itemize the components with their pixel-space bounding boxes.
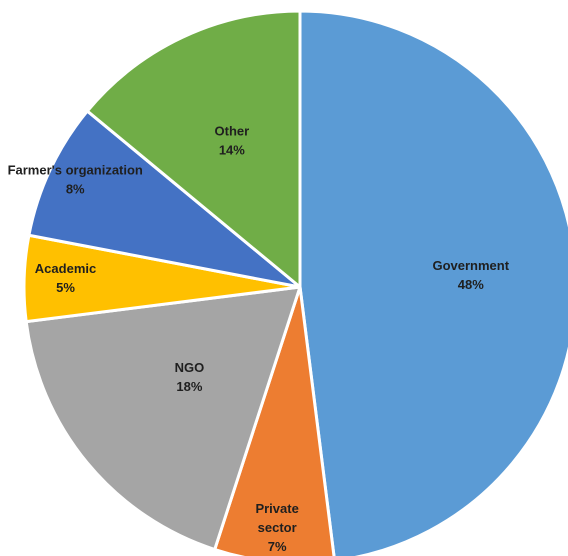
pie-label-percent: 8% — [66, 182, 85, 197]
pie-label-percent: 18% — [176, 379, 202, 394]
pie-label-government: Government 48% — [432, 258, 509, 292]
pie-label-name: Other — [215, 124, 250, 139]
pie-slice-government — [298, 9, 568, 556]
pie-label-name: Private — [255, 501, 298, 516]
pie-slice-farmer-s-organization — [27, 109, 302, 289]
pie-slice-other — [85, 9, 302, 289]
pie-label-percent: 7% — [268, 539, 287, 554]
pie-label-farmer-s-organization: Farmer's organization 8% — [8, 163, 143, 197]
pie-label-percent: 5% — [56, 281, 75, 296]
pie-slice-ngo — [24, 285, 302, 551]
pie-slices — [22, 9, 568, 556]
pie-label-name: Academic — [35, 262, 96, 277]
pie-label-percent: 48% — [458, 277, 484, 292]
pie-label-other: Other 14% — [215, 124, 250, 158]
pie-labels: Government 48% Private sector 7% NGO 18% Academ… — [8, 124, 510, 554]
pie-label-name: sector — [258, 520, 297, 535]
pie-label-private-sector: Private sector 7% — [255, 501, 298, 554]
pie-label-name: NGO — [175, 360, 205, 375]
pie-label-name: Farmer's organization — [8, 163, 143, 178]
pie-label-name: Government — [432, 258, 509, 273]
pie-label-ngo: NGO 18% — [175, 360, 205, 394]
pie-label-percent: 14% — [219, 143, 245, 158]
pie-slice-private-sector — [213, 285, 336, 556]
pie-label-academic: Academic 5% — [35, 262, 96, 296]
